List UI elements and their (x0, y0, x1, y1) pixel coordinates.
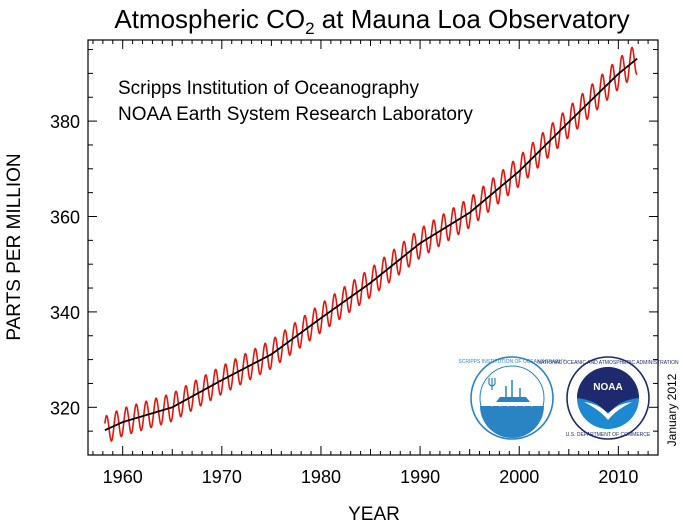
institution-scripps: Scripps Institution of Oceanography (118, 78, 420, 99)
chart-title-rest: at Mauna Loa Observatory (315, 4, 630, 34)
institution-noaa: NOAA Earth System Research Laboratory (118, 104, 473, 125)
ship-mast-icon (505, 380, 521, 397)
noaa-bird-icon (584, 402, 632, 420)
date-note: January 2012 (665, 373, 679, 446)
scripps-sea (480, 406, 544, 438)
noaa-seal: NOAA NATIONAL OCEANIC AND ATMOSPHERIC AD… (537, 356, 679, 440)
x-axis-ticks (92, 40, 659, 455)
y-axis-tick-labels: 320 340 360 380 (50, 112, 80, 418)
monthly-mean-line (104, 46, 638, 442)
x-axis-title: YEAR (348, 504, 400, 524)
y-axis-title: PARTS PER MILLION (4, 153, 25, 340)
x-axis-tick-labels: 1960 1970 1980 1990 2000 2010 (103, 467, 639, 487)
scripps-bottom-text: UCSD (505, 433, 520, 439)
x-tick-label: 1970 (202, 467, 242, 487)
noaa-ring-text: NATIONAL OCEANIC AND ATMOSPHERIC ADMINIS… (537, 360, 679, 366)
scripps-seal: SCRIPPS INSTITUTION OF OCEANOGRAPHY UCSD (458, 356, 566, 440)
noaa-disc-top (577, 367, 639, 412)
noaa-bottom-text: U.S. DEPARTMENT OF COMMERCE (566, 432, 651, 438)
trend-line (104, 57, 638, 432)
y-tick-label: 320 (50, 398, 80, 418)
y-tick-label: 360 (50, 207, 80, 227)
chart-title-main: Atmospheric CO (114, 4, 305, 34)
x-tick-label: 2010 (598, 467, 638, 487)
scripps-waves (483, 403, 541, 407)
y-axis-ticks (88, 49, 658, 456)
x-tick-label: 1960 (103, 467, 143, 487)
chart-title: Atmospheric CO2 at Mauna Loa Observatory (114, 4, 629, 38)
scripps-ring-text: SCRIPPS INSTITUTION OF OCEANOGRAPHY (458, 359, 566, 365)
ship-hull-icon (496, 397, 530, 402)
plot-frame (87, 39, 659, 456)
y-tick-label: 340 (50, 303, 80, 323)
x-tick-label: 2000 (499, 467, 539, 487)
noaa-center-text: NOAA (593, 382, 622, 393)
y-tick-label: 380 (50, 112, 80, 132)
x-tick-label: 1980 (301, 467, 341, 487)
trident-icon (488, 378, 496, 390)
chart-title-subscript: 2 (305, 19, 314, 38)
x-tick-label: 1990 (400, 467, 440, 487)
